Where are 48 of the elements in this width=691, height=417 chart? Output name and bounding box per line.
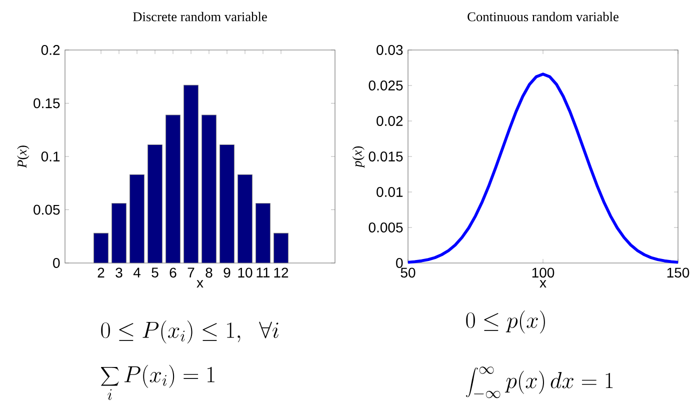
y-tick-label: 0.03 bbox=[376, 45, 403, 55]
y-tick-label: 0.1 bbox=[41, 152, 60, 162]
x-tick-label: 150 bbox=[667, 268, 690, 278]
bar bbox=[166, 114, 180, 264]
bar bbox=[148, 144, 162, 264]
y-tick-label: 0.05 bbox=[34, 204, 60, 215]
chart-title: Discrete random variable bbox=[133, 12, 267, 22]
y-tick-label: 0 bbox=[396, 258, 403, 268]
x-tick-label: 12 bbox=[274, 268, 288, 278]
y-tick-label: 0.01 bbox=[376, 187, 403, 197]
y-tick-label: 0.025 bbox=[368, 80, 403, 90]
bar bbox=[112, 203, 126, 264]
x-axis-title: x bbox=[196, 280, 204, 288]
text: $\sum_i P(x_i) = 1$ bbox=[101, 364, 214, 400]
x-tick-label: 5 bbox=[152, 268, 158, 278]
x-tick-label: 2 bbox=[98, 268, 104, 278]
y-tick-label: 0.015 bbox=[368, 152, 403, 162]
y-tick-label: 0.005 bbox=[368, 222, 403, 232]
x-tick-label: 11 bbox=[256, 268, 270, 278]
bar bbox=[184, 84, 198, 264]
bar bbox=[202, 114, 216, 264]
bar bbox=[94, 232, 108, 264]
text: $0 \le p(x)$ bbox=[466, 310, 545, 334]
bar bbox=[130, 174, 144, 264]
text: $\int_{-\infty}^{\infty} p(x)\,dx = 1$ bbox=[466, 366, 613, 398]
x-tick-label: 10 bbox=[238, 268, 252, 278]
bar bbox=[256, 203, 270, 264]
y-tick-label: 0.15 bbox=[34, 98, 60, 108]
bar bbox=[220, 144, 234, 264]
y-tick-label: 0 bbox=[53, 258, 60, 268]
y-axis-title: P(x) bbox=[17, 146, 30, 168]
x-tick-label: 100 bbox=[532, 268, 554, 278]
x-tick-label: 7 bbox=[188, 268, 194, 278]
bar bbox=[274, 232, 288, 264]
x-tick-label: 8 bbox=[206, 268, 212, 278]
y-axis-title: p(x) bbox=[352, 146, 364, 168]
x-axis-title: x bbox=[540, 280, 546, 288]
x-tick-label: 6 bbox=[170, 268, 176, 278]
y-tick-label: 0.2 bbox=[41, 45, 60, 55]
x-tick-label: 3 bbox=[116, 268, 122, 278]
x-tick-label: 9 bbox=[224, 268, 230, 278]
x-tick-label: 50 bbox=[400, 268, 416, 278]
bar bbox=[238, 174, 252, 264]
chart-title: Continuous random variable bbox=[468, 12, 618, 22]
y-tick-label: 0.02 bbox=[376, 116, 403, 126]
line-series bbox=[406, 72, 680, 264]
x-tick-label: 4 bbox=[133, 268, 140, 278]
text: $0 \le P(x_i) \le 1,\ \ \forall i$ bbox=[101, 320, 278, 344]
